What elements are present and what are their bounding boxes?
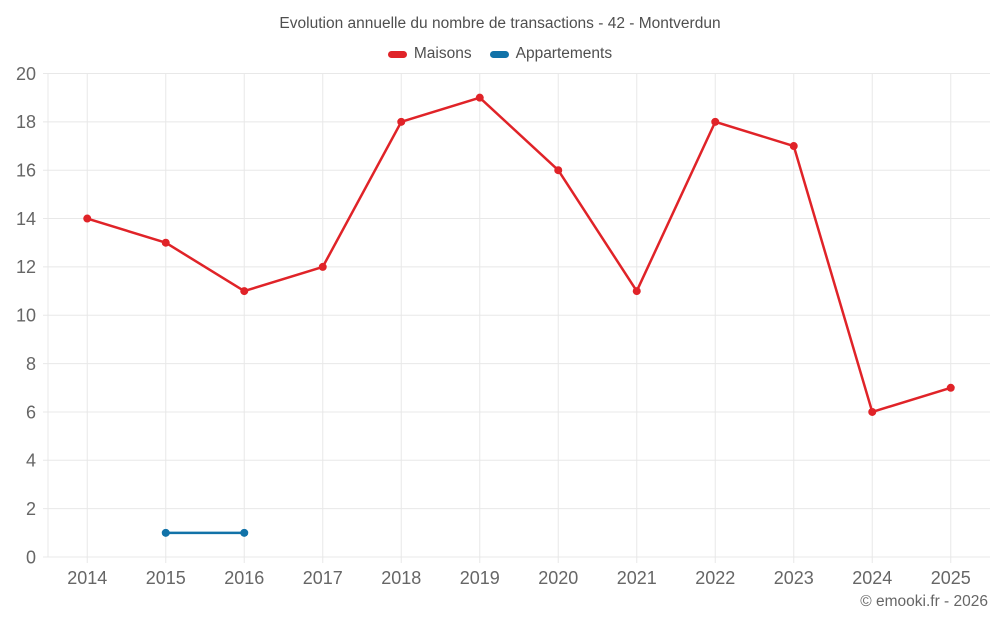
data-point-maisons [789,142,798,151]
x-tick-label: 2015 [146,568,186,588]
data-point-appartements [240,528,249,537]
legend-swatch-appartements-icon [489,50,509,58]
x-tick-label: 2025 [931,568,971,588]
y-tick-label: 20 [16,64,36,84]
x-tick-label: 2020 [538,568,578,588]
x-tick-label: 2023 [774,568,814,588]
copyright: © emooki.fr - 2026 [860,593,988,610]
y-tick-label: 12 [16,257,36,277]
data-point-maisons [711,117,720,126]
data-point-maisons [397,117,406,126]
x-tick-label: 2022 [695,568,735,588]
x-tick-label: 2016 [224,568,264,588]
legend-label-maisons: Maisons [413,45,472,62]
data-point-maisons [240,287,249,296]
legend-label-appartements: Appartements [515,45,613,62]
data-point-maisons [946,383,955,392]
data-point-maisons [161,238,170,247]
y-tick-label: 10 [16,306,36,326]
data-point-maisons [554,166,563,175]
x-tick-label: 2024 [852,568,892,588]
data-point-maisons [318,262,327,271]
y-tick-label: 16 [16,161,36,181]
data-point-maisons [475,93,484,102]
y-tick-label: 18 [16,112,36,132]
data-point-maisons [868,407,877,416]
x-tick-label: 2018 [381,568,421,588]
chart-title: Evolution annuelle du nombre de transact… [279,15,721,32]
y-tick-label: 8 [26,354,36,374]
y-tick-label: 0 [26,547,36,567]
x-tick-label: 2017 [303,568,343,588]
x-tick-label: 2019 [460,568,500,588]
legend-item-appartements[interactable]: Appartements [489,45,613,63]
y-tick-label: 14 [16,209,36,229]
legend-swatch-maisons-icon [387,50,407,58]
legend-item-maisons[interactable]: Maisons [387,45,472,63]
y-tick-label: 4 [26,451,36,471]
data-point-appartements [161,528,170,537]
x-tick-label: 2014 [67,568,107,588]
y-tick-label: 2 [26,499,36,519]
legend: Maisons Appartements [0,45,1000,63]
data-point-maisons [83,214,92,223]
data-point-maisons [632,287,641,296]
y-tick-label: 6 [26,402,36,422]
series-line-maisons [86,96,952,414]
x-tick-label: 2021 [617,568,657,588]
